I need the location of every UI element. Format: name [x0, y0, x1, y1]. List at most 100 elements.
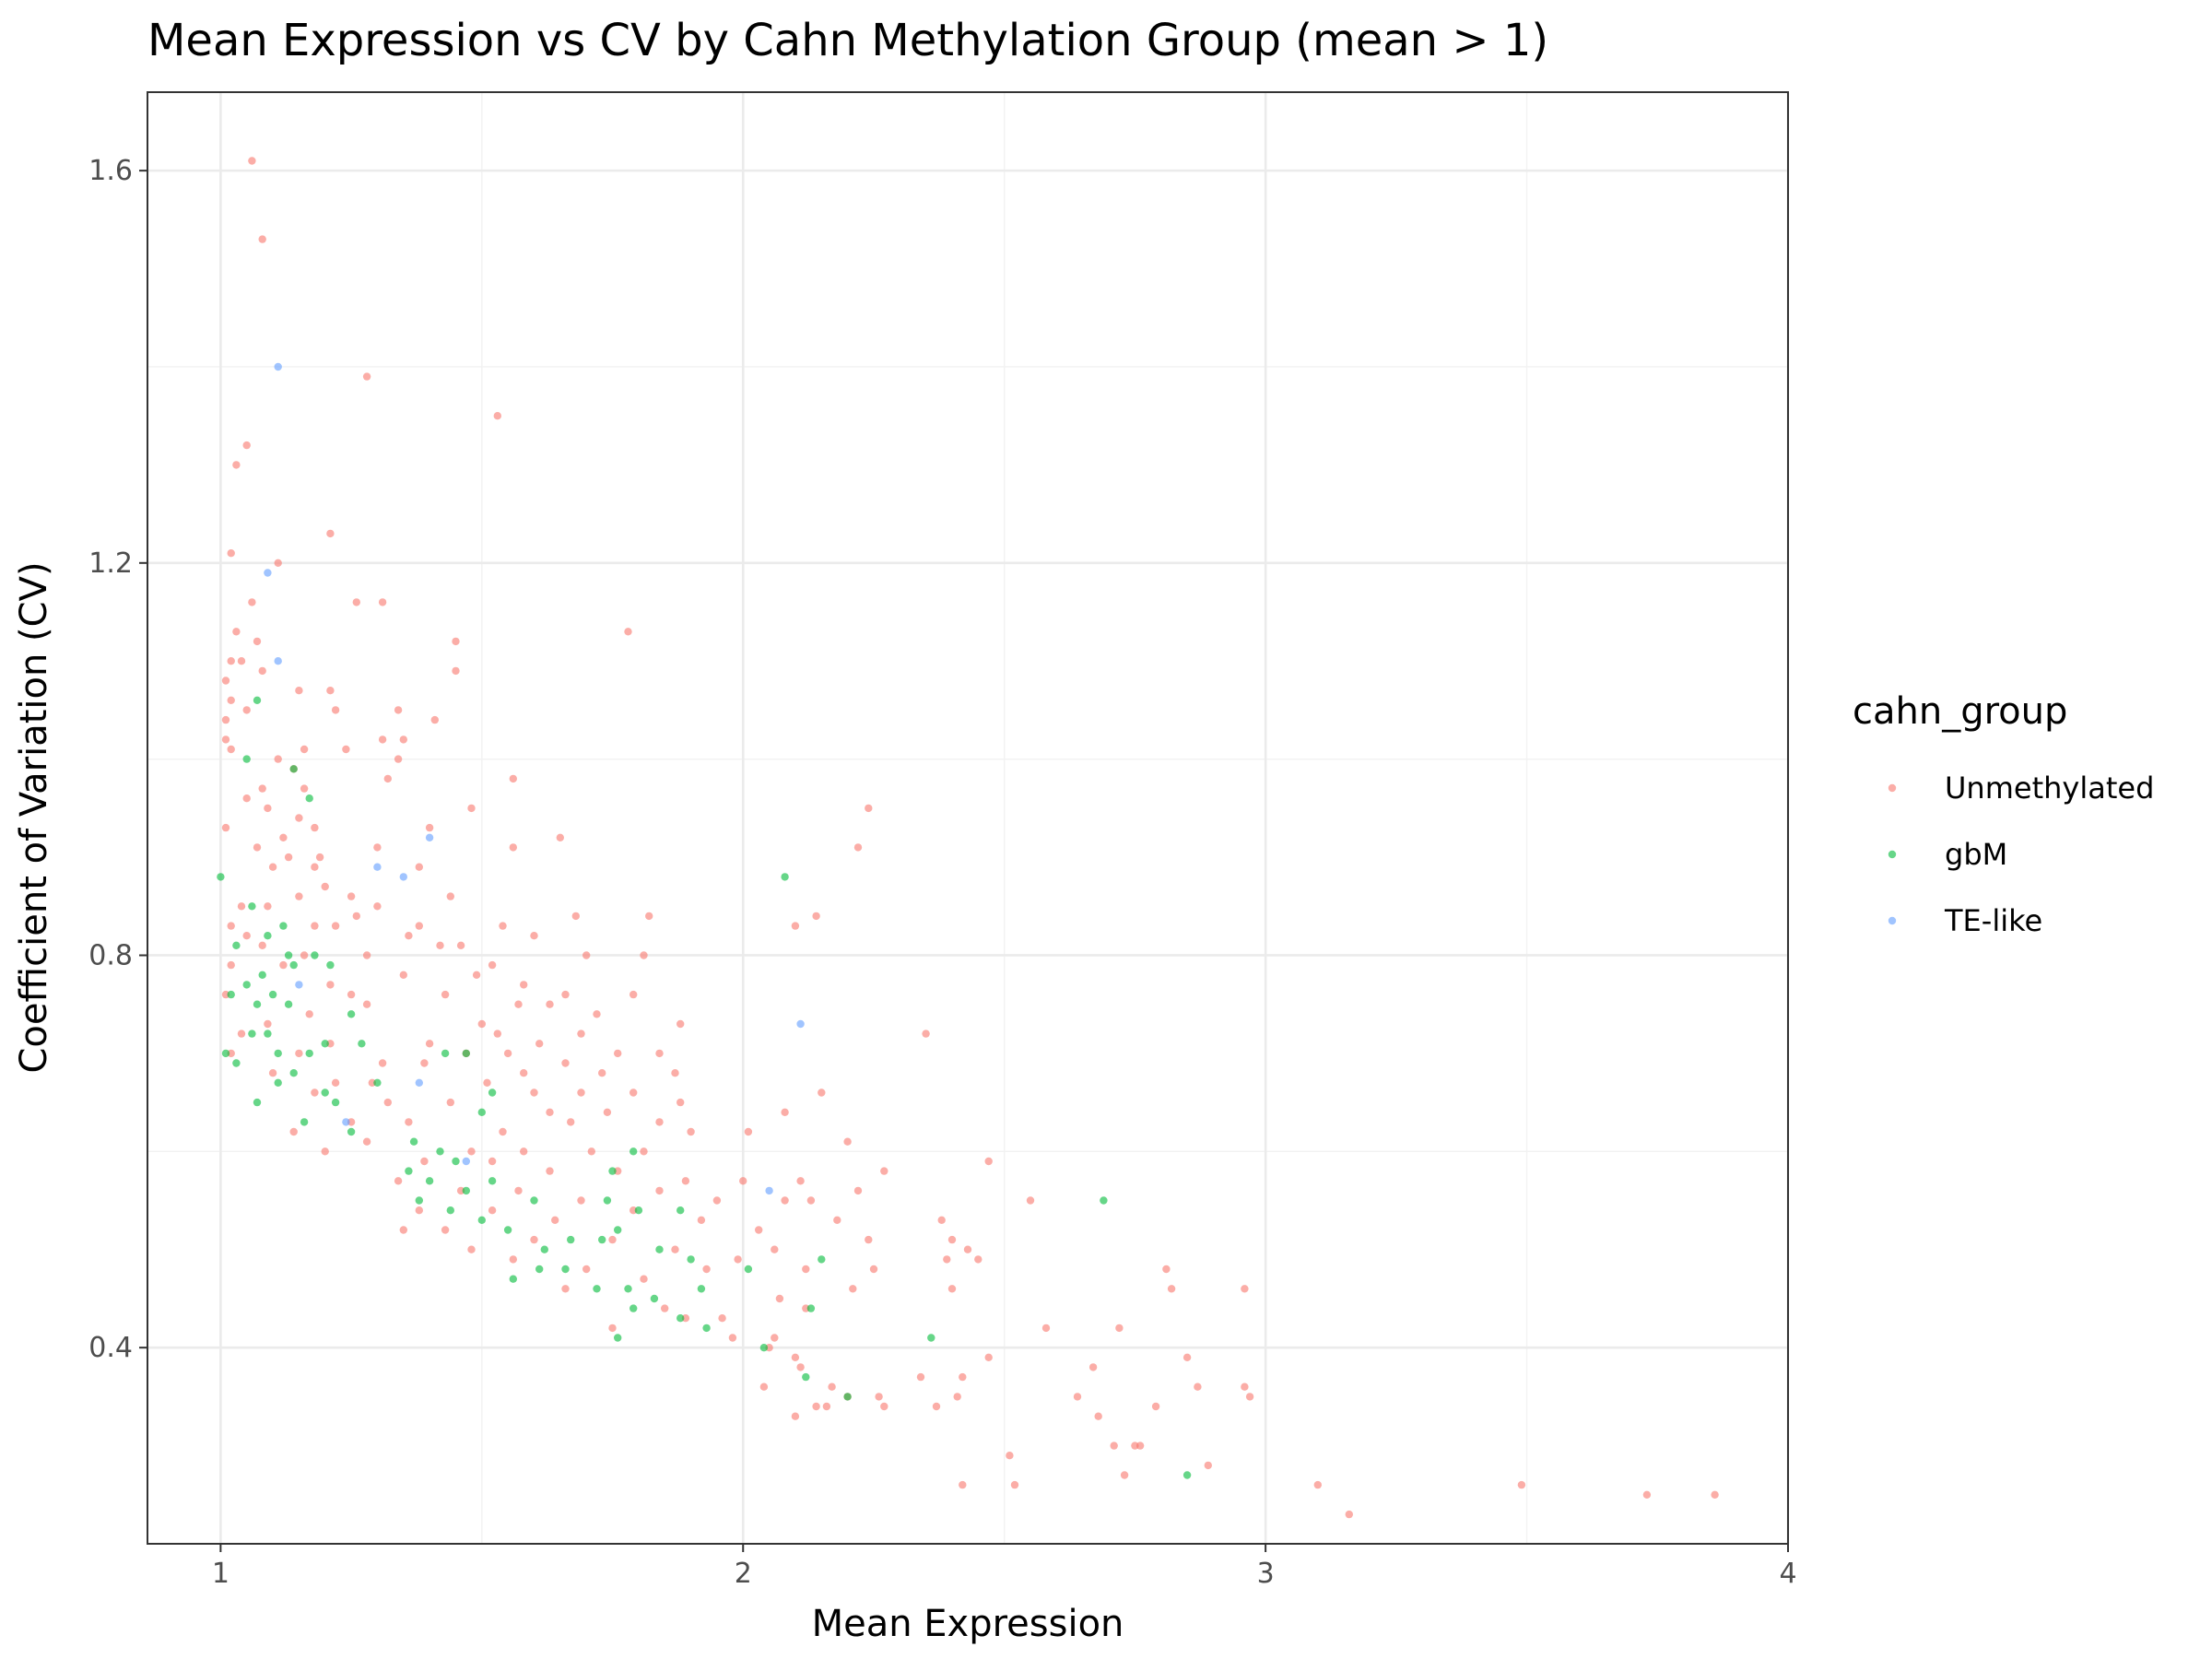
data-point [916, 1372, 925, 1382]
data-point [677, 1098, 685, 1107]
x-tick-label: 1 [212, 1558, 229, 1590]
data-point [326, 981, 335, 989]
data-point [593, 1010, 601, 1018]
data-point [681, 1177, 690, 1185]
data-point [1204, 1461, 1213, 1470]
data-point [802, 1265, 810, 1274]
legend: cahn_group Unmethylated gbM TE-like [1853, 690, 2154, 938]
data-point [358, 1040, 366, 1048]
data-point [728, 1334, 737, 1342]
data-point [577, 1088, 585, 1097]
data-point [943, 1255, 951, 1264]
data-point [394, 1177, 403, 1185]
legend-label: gbM [1945, 837, 2007, 872]
data-point [362, 1137, 371, 1146]
data-point [556, 833, 564, 841]
data-point [1517, 1480, 1526, 1489]
data-point [677, 1019, 685, 1029]
data-point [546, 1108, 554, 1117]
data-point [237, 902, 246, 911]
legend-item: TE-like [1888, 903, 2042, 938]
data-point [535, 1265, 544, 1274]
data-point [378, 598, 387, 606]
data-point [274, 657, 282, 665]
data-point [321, 1040, 329, 1048]
data-point [279, 833, 288, 841]
data-point [718, 1314, 726, 1323]
data-point [242, 932, 251, 940]
data-point [227, 990, 235, 999]
data-point [781, 873, 789, 881]
data-point [227, 696, 235, 704]
data-point [362, 372, 371, 381]
data-point [373, 1078, 382, 1088]
data-point [405, 1167, 413, 1175]
data-point [232, 941, 241, 949]
data-point [765, 1186, 773, 1195]
data-point [242, 755, 251, 763]
data-point [284, 1000, 293, 1008]
data-point [378, 1059, 387, 1067]
data-point [493, 412, 501, 420]
data-point [802, 1372, 810, 1382]
data-point [634, 1206, 643, 1215]
data-point [629, 1147, 638, 1156]
data-point [242, 981, 251, 989]
data-point [321, 882, 329, 891]
y-tick-label: 1.6 [88, 155, 133, 187]
data-point [812, 912, 820, 921]
data-point [849, 1285, 857, 1293]
data-point [514, 1186, 523, 1195]
data-point [530, 1235, 538, 1244]
data-point [373, 843, 382, 852]
data-point [603, 1108, 612, 1117]
data-point [1167, 1285, 1176, 1293]
data-point [561, 1285, 570, 1293]
data-point [232, 461, 241, 469]
data-point [467, 804, 476, 813]
x-tick-label: 3 [1257, 1558, 1275, 1590]
data-point [295, 814, 303, 822]
data-point [567, 1235, 575, 1244]
data-points [217, 157, 1719, 1519]
data-point [1182, 1471, 1192, 1479]
data-point [415, 1078, 423, 1088]
data-point [509, 774, 517, 783]
data-point [405, 932, 413, 940]
x-tick-label: 4 [1779, 1558, 1796, 1590]
data-point [865, 1235, 873, 1244]
data-point [394, 706, 403, 714]
data-point [671, 1245, 679, 1253]
data-point [347, 1127, 356, 1136]
data-point [420, 1059, 429, 1067]
data-point [791, 1353, 800, 1362]
data-point [248, 598, 256, 606]
data-point [221, 735, 230, 744]
series-unmethylated [221, 157, 1719, 1519]
data-point [221, 1049, 230, 1058]
data-point [561, 990, 570, 999]
series-te-like [264, 362, 805, 1195]
data-point [227, 549, 235, 558]
data-point [237, 1030, 246, 1038]
y-tick-label: 1.2 [88, 547, 133, 580]
data-point [582, 951, 591, 959]
data-point [655, 1049, 664, 1058]
data-point [279, 922, 288, 930]
data-point [603, 1196, 612, 1205]
data-point [415, 1196, 423, 1205]
data-point [483, 1078, 491, 1088]
data-point [535, 1040, 544, 1048]
data-point [415, 863, 423, 871]
data-point [759, 1344, 769, 1352]
data-point [984, 1353, 993, 1362]
data-point [258, 235, 266, 243]
data-point [640, 1275, 648, 1283]
data-point [264, 569, 272, 577]
data-point [373, 863, 382, 871]
data-point [279, 960, 288, 970]
data-point [614, 1226, 622, 1234]
data-point [242, 441, 251, 450]
data-point [477, 1108, 486, 1117]
data-point [796, 1019, 805, 1029]
